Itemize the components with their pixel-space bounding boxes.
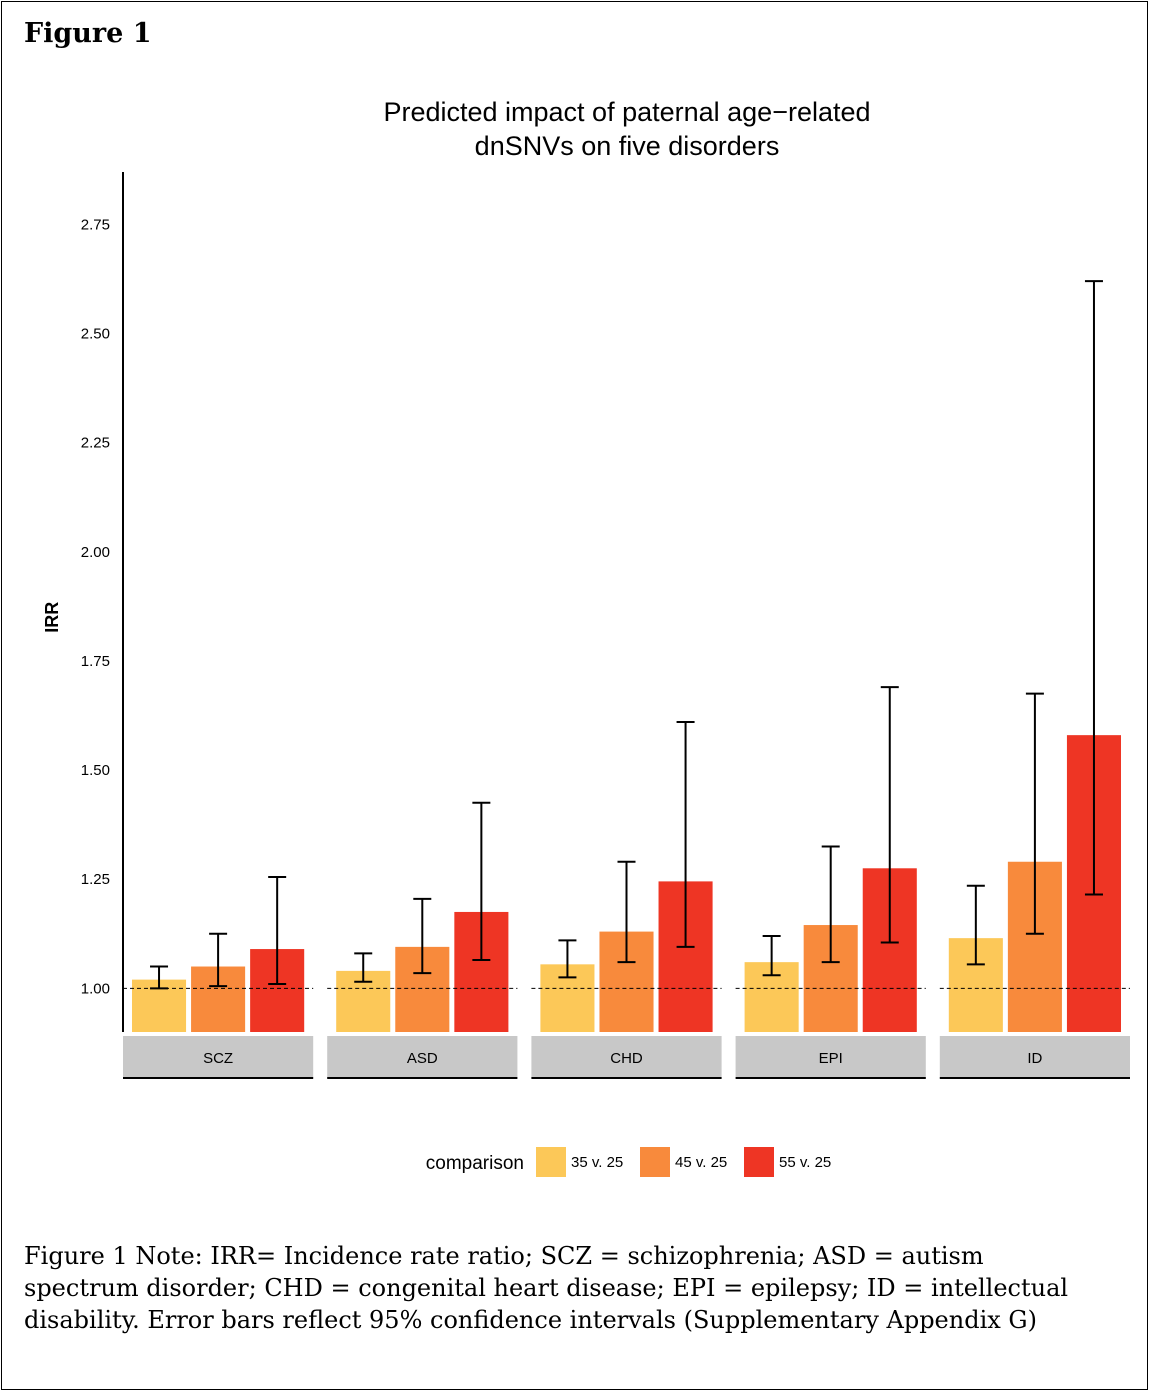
facet-strip-id [939,1036,1130,1078]
facet-label-scz: SCZ [203,1050,233,1067]
bar-chart: Predicted impact of paternal age−related… [42,97,1130,1177]
legend-key-1 [536,1147,566,1177]
y-tick-label: 1.25 [81,871,110,888]
y-tick-label: 1.00 [81,980,110,997]
legend-key-2 [640,1147,670,1177]
y-tick-label: 2.00 [81,544,110,561]
facet-label-id: ID [1027,1050,1042,1067]
facet-label-chd: CHD [610,1050,643,1067]
legend-key-3 [744,1147,774,1177]
facet-label-epi: EPI [819,1050,843,1067]
legend-label-2: 45 v. 25 [675,1154,727,1171]
legend-label-3: 55 v. 25 [779,1154,831,1171]
y-tick-label: 1.75 [81,653,110,670]
facet-label-asd: ASD [407,1050,438,1067]
figure-note: Figure 1 Note: IRR= Incidence rate ratio… [24,1242,1069,1334]
y-tick-label: 2.25 [81,435,110,452]
chart-title-line: Predicted impact of paternal age−related [383,97,870,127]
chart-title-line: dnSNVs on five disorders [475,131,780,161]
facet-strip-epi [735,1036,926,1078]
y-tick-label: 2.75 [81,216,110,233]
figure-label: Figure 1 [24,18,152,49]
y-axis-title: IRR [42,602,62,633]
facet-strip-chd [531,1036,722,1078]
facet-strip-scz [123,1036,314,1078]
facet-strip-asd [327,1036,518,1078]
y-tick-label: 2.50 [81,326,110,343]
y-tick-label: 1.50 [81,762,110,779]
legend-label-1: 35 v. 25 [571,1154,623,1171]
legend-title: comparison [426,1153,524,1174]
